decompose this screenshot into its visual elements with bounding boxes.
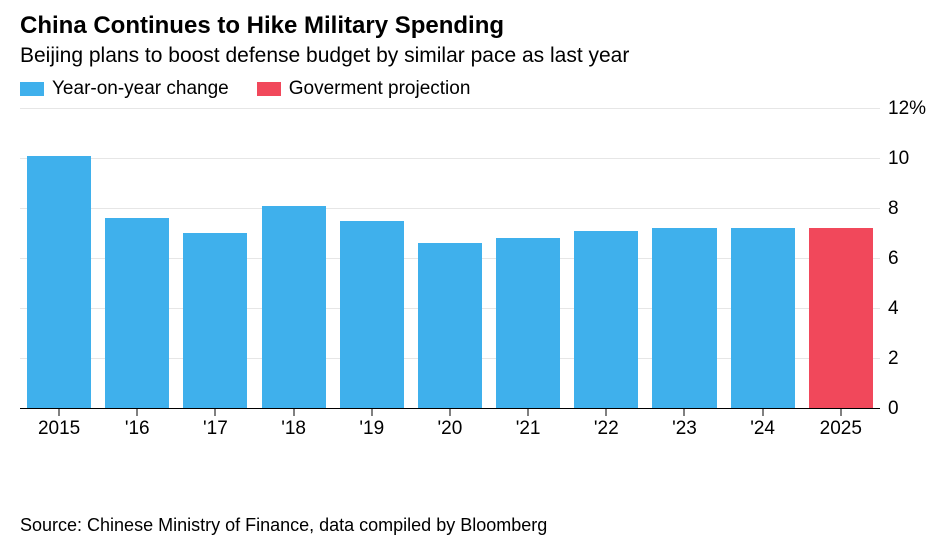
bar [652,228,716,408]
x-tick-label: '23 [672,418,697,440]
x-tick-label: 2025 [820,418,862,440]
bar-slot [489,108,567,408]
x-tick: '18 [255,408,333,448]
bar-slot [333,108,411,408]
page-root: China Continues to Hike Military Spendin… [0,0,949,553]
bar [496,238,560,408]
legend-swatch [20,82,44,96]
bar-slot [802,108,880,408]
y-tick-label: 8 [888,198,924,220]
x-tick-label: 2015 [38,418,80,440]
bar-slot [20,108,98,408]
x-tick-label: '20 [438,418,463,440]
chart-subtitle: Beijing plans to boost defense budget by… [20,44,929,68]
x-axis: 2015 '16 '17 '18 '19 '20 '21 '22 '23 '24 2025 [20,408,880,448]
bar [418,243,482,408]
y-axis: 024681012% [880,108,924,408]
x-tick-mark [215,408,216,416]
bar-slot [98,108,176,408]
bar [105,218,169,408]
x-tick: '19 [333,408,411,448]
y-tick-label: 6 [888,248,924,270]
x-tick-mark [293,408,294,416]
source-attribution: Source: Chinese Ministry of Finance, dat… [20,515,547,536]
x-tick-label: '17 [203,418,228,440]
x-tick-label: '18 [281,418,306,440]
legend-label: Goverment projection [289,78,471,100]
bar [340,221,404,409]
bar [809,228,873,408]
legend-label: Year-on-year change [52,78,229,100]
bar-slot [567,108,645,408]
x-tick-mark [762,408,763,416]
x-tick-mark [684,408,685,416]
y-tick-label: 2 [888,348,924,370]
x-tick: '16 [98,408,176,448]
plot [20,108,880,408]
x-tick: '21 [489,408,567,448]
bar-slot [411,108,489,408]
chart-area: 024681012% 2015'16'17'18'19'20'21'22'23'… [20,108,924,448]
bar [27,156,91,409]
y-tick-label: 0 [888,398,924,420]
x-tick: '24 [724,408,802,448]
bar [574,231,638,409]
x-tick: 2015 [20,408,98,448]
x-tick-mark [840,408,841,416]
bar [262,206,326,409]
legend-item: Year-on-year change [20,78,229,100]
y-tick-label: 10 [888,148,924,170]
x-tick-mark [59,408,60,416]
bar-slot [255,108,333,408]
legend-swatch [257,82,281,96]
x-tick: 2025 [802,408,880,448]
x-tick-label: '21 [516,418,541,440]
legend-item: Goverment projection [257,78,471,100]
x-tick-label: '16 [125,418,150,440]
bar-slot [724,108,802,408]
y-tick-label: 12% [888,98,924,120]
x-tick: '17 [176,408,254,448]
legend: Year-on-year change Goverment projection [20,78,929,100]
x-tick-mark [528,408,529,416]
x-tick-label: '19 [359,418,384,440]
x-tick-mark [137,408,138,416]
y-tick-label: 4 [888,298,924,320]
chart-title: China Continues to Hike Military Spendin… [20,12,929,40]
bars-container [20,108,880,408]
bar [183,233,247,408]
x-tick: '22 [567,408,645,448]
x-tick-mark [606,408,607,416]
x-tick-label: '24 [750,418,775,440]
x-tick-mark [371,408,372,416]
bar-slot [176,108,254,408]
x-tick-label: '22 [594,418,619,440]
x-tick: '23 [645,408,723,448]
x-tick-mark [449,408,450,416]
bar [731,228,795,408]
bar-slot [645,108,723,408]
x-tick: '20 [411,408,489,448]
